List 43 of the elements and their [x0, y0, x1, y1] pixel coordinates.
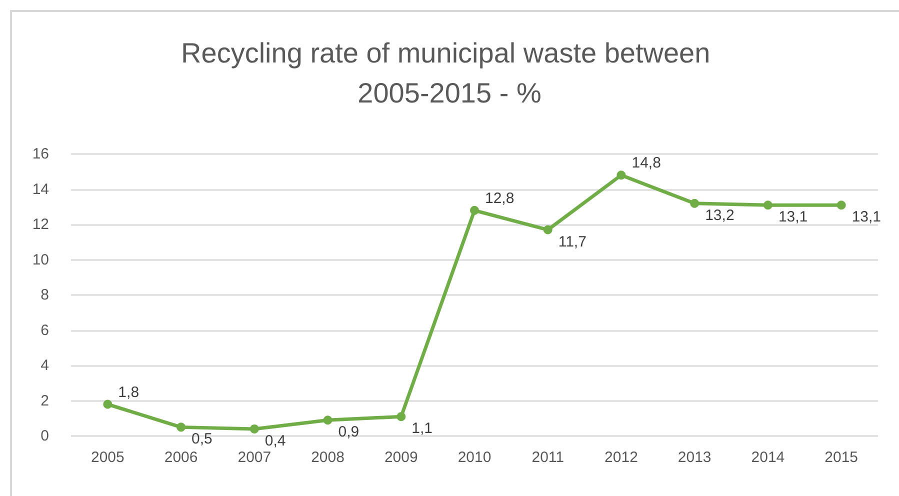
- point: [250, 424, 259, 434]
- x-tick-label: 2005: [90, 449, 124, 466]
- point: [323, 416, 332, 425]
- y-tick-label: 12: [32, 216, 49, 233]
- x-tick-label: 2008: [311, 449, 344, 466]
- data-label: 13,1: [852, 208, 882, 226]
- x-tick-label: 2007: [238, 449, 272, 466]
- x-tick-label: 2012: [604, 449, 638, 466]
- point: [470, 206, 479, 215]
- point: [836, 200, 846, 210]
- x-tick-label: 2014: [751, 449, 785, 466]
- data-label: 1,8: [118, 384, 140, 401]
- chart-title: Recycling rate of municipal waste between 2005-2015 - %: [181, 38, 718, 108]
- data-label: 0,4: [264, 432, 286, 450]
- point: [176, 422, 186, 432]
- data-label: 13,1: [778, 208, 808, 226]
- y-tick-label: 10: [32, 251, 49, 268]
- point: [396, 412, 406, 422]
- y-tick-label: 8: [40, 286, 49, 304]
- x-tick-label: 2009: [384, 449, 418, 466]
- point: [763, 200, 772, 210]
- data-label: 0,5: [192, 430, 212, 448]
- data-label: 11,7: [558, 233, 586, 250]
- point: [543, 225, 552, 234]
- y-tick-label: 16: [32, 146, 49, 162]
- y-tick-label: 0: [40, 428, 49, 444]
- x-tick-label: 2015: [824, 449, 858, 466]
- data-label: 12,8: [485, 190, 514, 207]
- x-tick-label: 2013: [678, 449, 712, 466]
- y-tick-label: 6: [40, 322, 49, 339]
- y-tick-label: 4: [40, 357, 49, 374]
- point: [103, 400, 112, 409]
- x-tick-label: 2006: [164, 449, 198, 466]
- data-label: 13,2: [705, 206, 734, 224]
- y-tick-label: 2: [40, 392, 49, 410]
- point: [690, 198, 700, 208]
- data-label: 14,8: [632, 154, 661, 172]
- y-tick-label: 14: [32, 180, 49, 198]
- data-label: 1,1: [412, 420, 432, 438]
- x-tick-label: 2010: [458, 449, 492, 466]
- point: [616, 170, 626, 180]
- x-tick-label: 2011: [532, 449, 564, 466]
- data-label: 0,9: [338, 424, 360, 441]
